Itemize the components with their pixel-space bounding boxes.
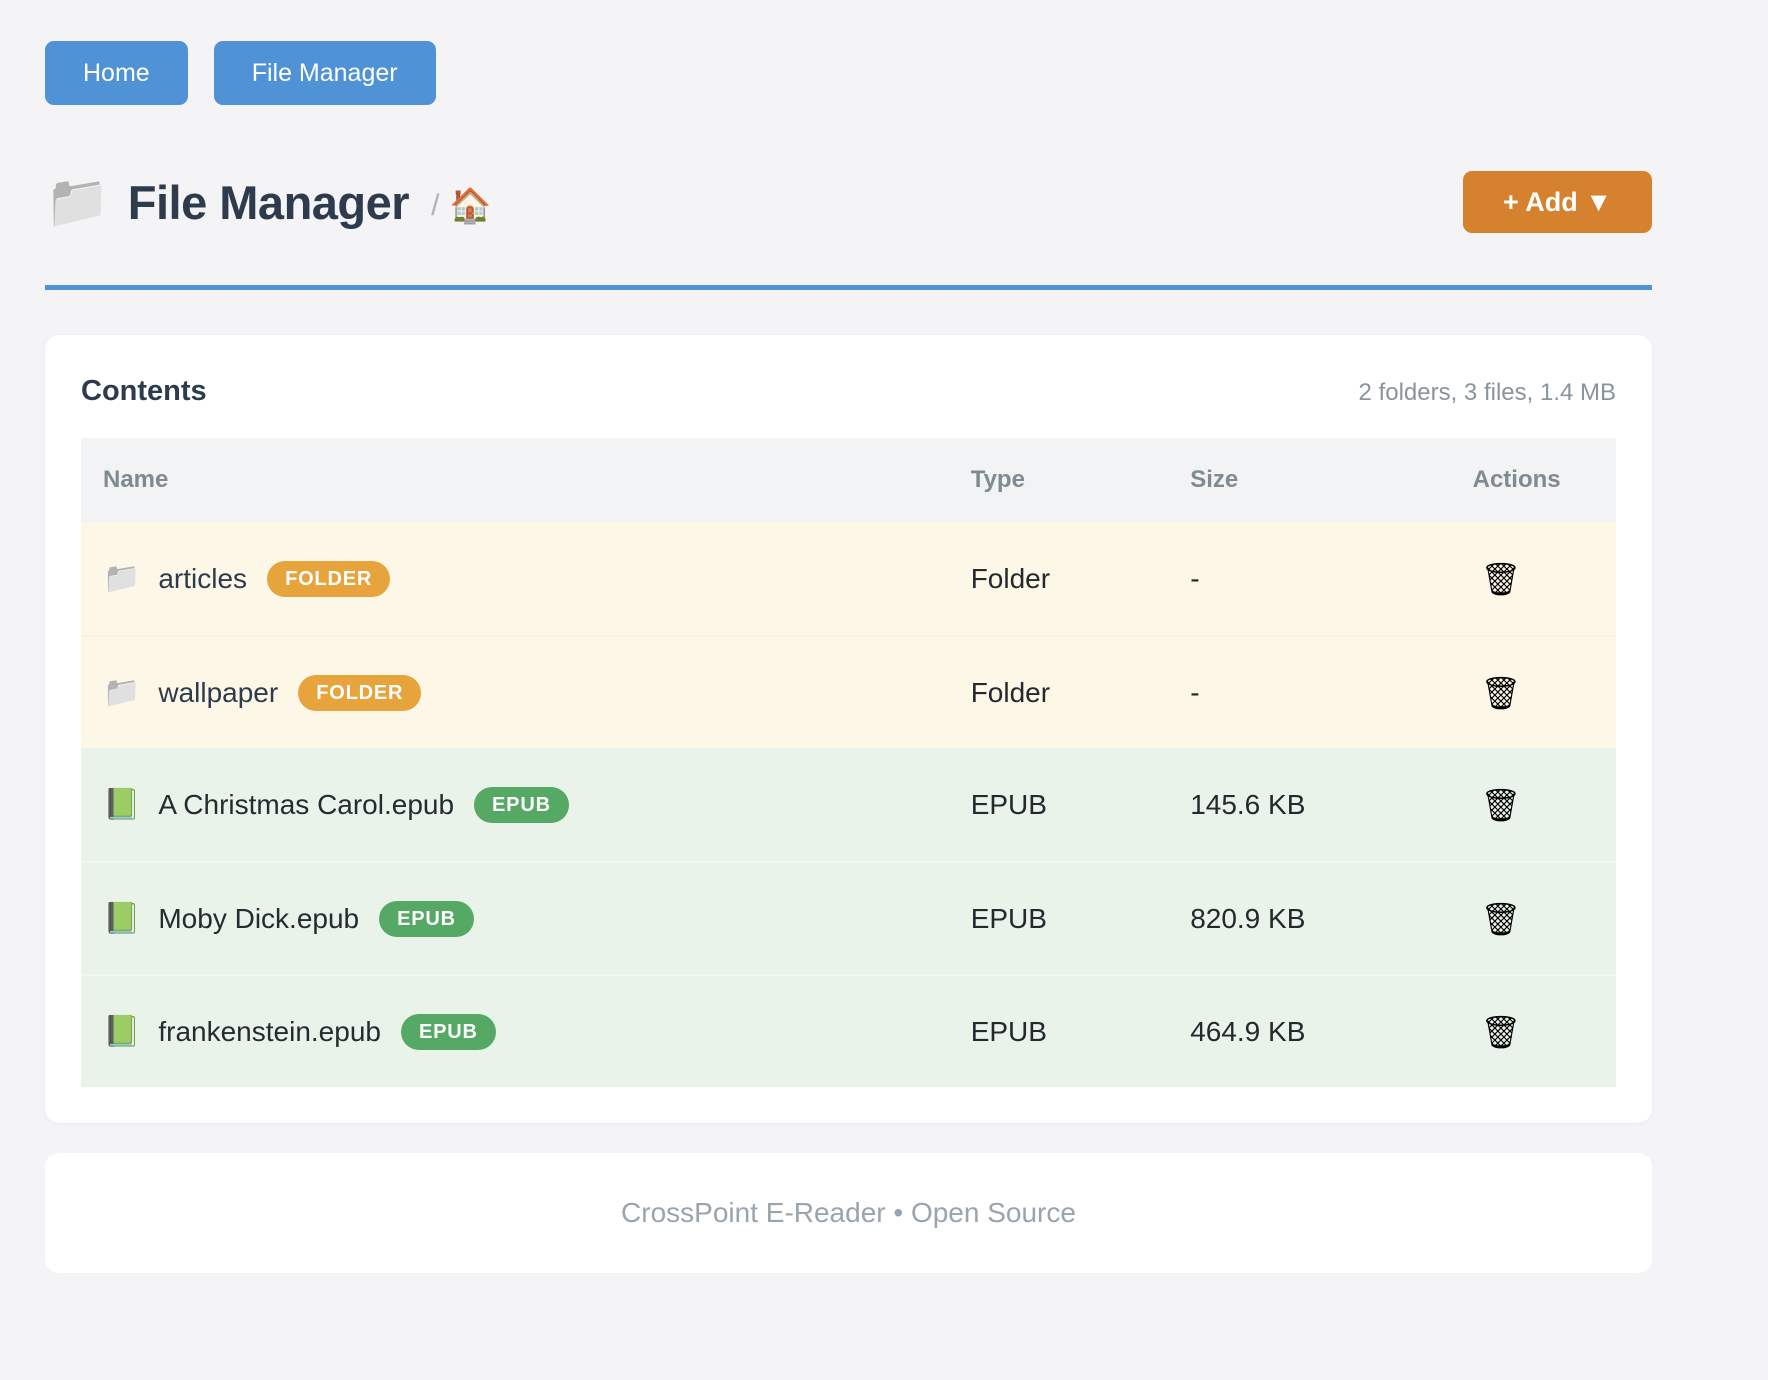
contents-card-header: Contents 2 folders, 3 files, 1.4 MB [81,375,1616,408]
folder-badge: FOLDER [298,675,421,711]
table-row-frankenstein[interactable]: 📗 frankenstein.epub EPUB EPUB 464.9 KB 🗑 [81,974,1616,1087]
size-cell: 464.9 KB [1186,1016,1468,1048]
delete-icon[interactable]: 🗑 [1477,1012,1526,1052]
home-icon[interactable]: 🏠 [449,189,491,223]
actions-cell: 🗑 [1469,899,1616,939]
type-cell: EPUB [967,903,1187,935]
header-divider [45,285,1652,290]
contents-card: Contents 2 folders, 3 files, 1.4 MB Name… [45,335,1652,1123]
item-name[interactable]: wallpaper [158,677,278,709]
breadcrumb-separator: / [431,189,439,223]
column-header-type: Type [967,466,1187,494]
folder-icon: 📁 [103,564,140,594]
contents-summary: 2 folders, 3 files, 1.4 MB [1359,379,1616,407]
contents-heading: Contents [81,375,207,408]
page-header: 📁 File Manager / 🏠 + Add ▼ [45,171,1652,233]
book-icon: 📗 [103,904,140,934]
title-group: 📁 File Manager / 🏠 [45,175,492,230]
column-header-actions: Actions [1469,466,1616,494]
size-cell: 820.9 KB [1186,903,1468,935]
delete-icon[interactable]: 🗑 [1477,559,1526,599]
table-header-row: Name Type Size Actions [81,438,1616,522]
name-cell: 📁 wallpaper FOLDER [81,675,967,711]
add-button[interactable]: + Add ▼ [1463,171,1652,233]
name-cell: 📗 frankenstein.epub EPUB [81,1014,967,1050]
name-cell: 📗 Moby Dick.epub EPUB [81,901,967,937]
type-cell: EPUB [967,789,1187,821]
top-nav: Home File Manager [45,41,1652,105]
epub-badge: EPUB [401,1014,496,1050]
column-header-name: Name [81,466,967,494]
folder-badge: FOLDER [267,561,390,597]
page-title: File Manager [128,175,409,230]
actions-cell: 🗑 [1469,559,1616,599]
table-row-a-christmas-carol[interactable]: 📗 A Christmas Carol.epub EPUB EPUB 145.6… [81,748,1616,861]
size-cell: - [1186,563,1468,595]
nav-button-home[interactable]: Home [45,41,188,105]
name-cell: 📁 articles FOLDER [81,561,967,597]
footer: CrossPoint E-Reader • Open Source [45,1153,1652,1273]
item-name[interactable]: articles [158,563,247,595]
epub-badge: EPUB [474,787,569,823]
type-cell: Folder [967,677,1187,709]
footer-text: CrossPoint E-Reader • Open Source [621,1197,1076,1229]
type-cell: Folder [967,563,1187,595]
column-header-size: Size [1186,466,1468,494]
epub-badge: EPUB [379,901,474,937]
item-name[interactable]: A Christmas Carol.epub [158,789,454,821]
table-row-articles[interactable]: 📁 articles FOLDER Folder - 🗑 [81,522,1616,635]
folder-icon: 📁 [45,176,110,228]
delete-icon[interactable]: 🗑 [1477,785,1526,825]
nav-button-file-manager[interactable]: File Manager [214,41,436,105]
book-icon: 📗 [103,790,140,820]
size-cell: 145.6 KB [1186,789,1468,821]
actions-cell: 🗑 [1469,1012,1616,1052]
actions-cell: 🗑 [1469,673,1616,713]
type-cell: EPUB [967,1016,1187,1048]
page: Home File Manager 📁 File Manager / 🏠 + A… [0,0,1768,1273]
size-cell: - [1186,677,1468,709]
book-icon: 📗 [103,1017,140,1047]
name-cell: 📗 A Christmas Carol.epub EPUB [81,787,967,823]
delete-icon[interactable]: 🗑 [1477,673,1526,713]
delete-icon[interactable]: 🗑 [1477,899,1526,939]
actions-cell: 🗑 [1469,785,1616,825]
item-name[interactable]: frankenstein.epub [158,1016,381,1048]
table-row-wallpaper[interactable]: 📁 wallpaper FOLDER Folder - 🗑 [81,635,1616,748]
item-name[interactable]: Moby Dick.epub [158,903,359,935]
folder-icon: 📁 [103,678,140,708]
table-row-moby-dick[interactable]: 📗 Moby Dick.epub EPUB EPUB 820.9 KB 🗑 [81,861,1616,974]
